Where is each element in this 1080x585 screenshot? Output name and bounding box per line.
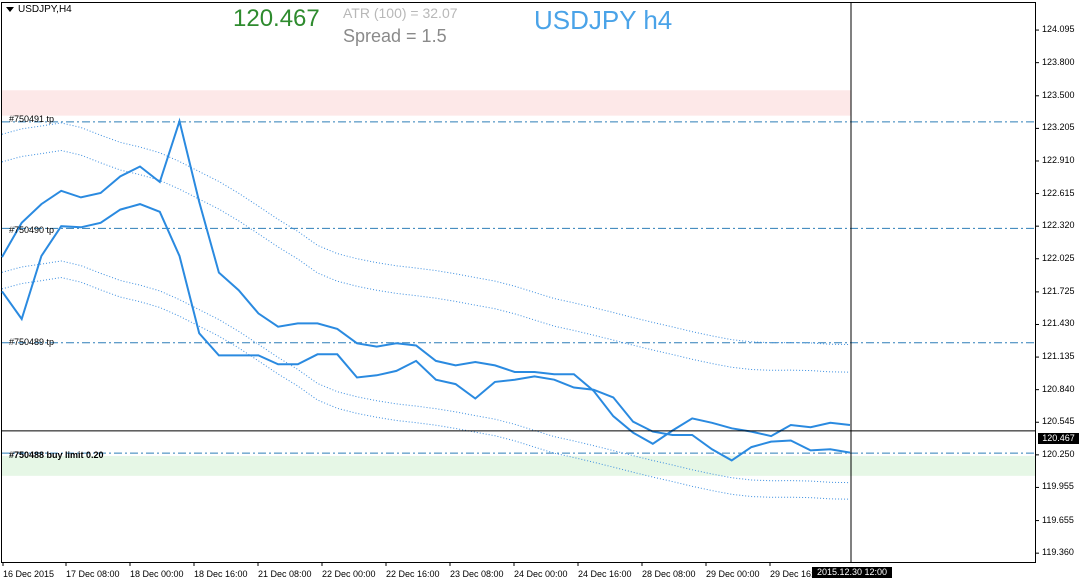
bid-price: 120.467 [233, 5, 320, 33]
spread-value: Spread = 1.5 [343, 26, 447, 47]
price-series-line-0 [2, 121, 850, 444]
x-tick-label: 24 Dec 16:00 [578, 569, 632, 579]
x-tick-label: 17 Dec 08:00 [66, 569, 120, 579]
cursor-time-tag: 2015.12.30 12:00 [812, 567, 892, 578]
y-tick-label: 122.320 [1042, 220, 1075, 230]
order-label-750489: #750489 tp [9, 337, 54, 347]
y-tick-label: 120.840 [1042, 384, 1075, 394]
order-label-750488: #750488 buy limit 0.20 [9, 450, 104, 460]
sell-zone [2, 90, 851, 115]
chart-title: USDJPY,H4 [6, 4, 72, 15]
x-tick-label: 22 Dec 00:00 [322, 569, 376, 579]
y-tick-label: 123.500 [1042, 90, 1075, 100]
y-tick-label: 122.615 [1042, 188, 1075, 198]
y-tick-label: 123.205 [1042, 122, 1075, 132]
atr-value: ATR (100) = 32.07 [343, 5, 458, 21]
price-series-line-1 [2, 204, 850, 460]
y-tick-label: 122.025 [1042, 253, 1075, 263]
order-label-750490: #750490 tp [9, 225, 54, 235]
dropdown-triangle-icon[interactable] [6, 7, 14, 12]
y-tick-label: 121.725 [1042, 286, 1075, 296]
envelope-band-0 [2, 123, 850, 345]
x-tick-label: 22 Dec 16:00 [386, 569, 440, 579]
y-tick-label: 124.095 [1042, 24, 1075, 34]
envelope-band-1 [2, 150, 850, 372]
y-tick-label: 119.655 [1042, 515, 1074, 525]
y-tick-label: 121.135 [1042, 351, 1075, 361]
x-tick-label: 16 Dec 2015 [3, 569, 54, 579]
y-tick-label: 121.430 [1042, 318, 1075, 328]
buy-zone [2, 456, 1035, 476]
x-tick-label: 28 Dec 08:00 [642, 569, 696, 579]
y-tick-label: 119.955 [1042, 481, 1074, 491]
x-tick-label: 21 Dec 08:00 [258, 569, 312, 579]
y-tick-label: 122.910 [1042, 155, 1075, 165]
order-label-750491: #750491 tp [9, 114, 54, 124]
x-tick-label: 18 Dec 16:00 [194, 569, 248, 579]
current-price-tag: 120.467 [1038, 433, 1079, 444]
x-tick-label: 18 Dec 00:00 [130, 569, 184, 579]
chart-title-text: USDJPY,H4 [18, 4, 72, 15]
y-tick-label: 120.250 [1042, 449, 1075, 459]
symbol-timeframe-title: USDJPY h4 [534, 5, 672, 36]
y-tick-label: 119.360 [1042, 547, 1074, 557]
y-tick-label: 123.800 [1042, 57, 1075, 67]
x-tick-label: 24 Dec 00:00 [514, 569, 568, 579]
x-tick-label: 23 Dec 08:00 [450, 569, 504, 579]
x-tick-label: 29 Dec 00:00 [706, 569, 760, 579]
y-tick-label: 120.545 [1042, 416, 1075, 426]
envelope-band-2 [2, 261, 850, 483]
